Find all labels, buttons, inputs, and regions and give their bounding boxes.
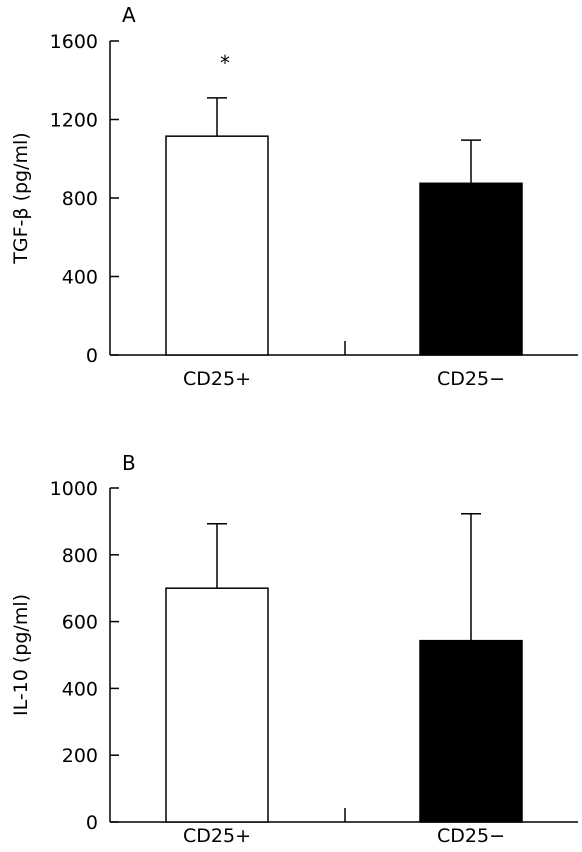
y-tick-label: 800 <box>62 545 98 567</box>
y-tick-label: 1200 <box>50 110 98 132</box>
panel-label: A <box>122 3 136 27</box>
bar <box>165 135 269 356</box>
y-axis-title: IL-10 (pg/ml) <box>10 594 32 716</box>
x-tick-label: CD25+ <box>183 368 251 390</box>
x-tick-label: CD25− <box>437 368 505 390</box>
x-tick-label: CD25+ <box>183 825 251 847</box>
y-tick-label: 1000 <box>50 478 98 500</box>
panel-label: B <box>122 451 136 475</box>
bar <box>165 587 269 823</box>
y-tick-label: 800 <box>62 188 98 210</box>
y-tick-label: 400 <box>62 267 98 289</box>
y-axis-title: TGF-β (pg/ml) <box>10 132 32 264</box>
y-tick-label: 400 <box>62 678 98 700</box>
y-tick-label: 600 <box>62 612 98 634</box>
y-tick-label: 200 <box>62 745 98 767</box>
y-tick-label: 0 <box>86 345 98 367</box>
bar <box>419 639 523 823</box>
y-tick-label: 1600 <box>50 31 98 53</box>
x-tick-label: CD25− <box>437 825 505 847</box>
significance-annotation: * <box>220 51 230 75</box>
y-tick-label: 0 <box>86 812 98 834</box>
bar <box>419 182 523 356</box>
